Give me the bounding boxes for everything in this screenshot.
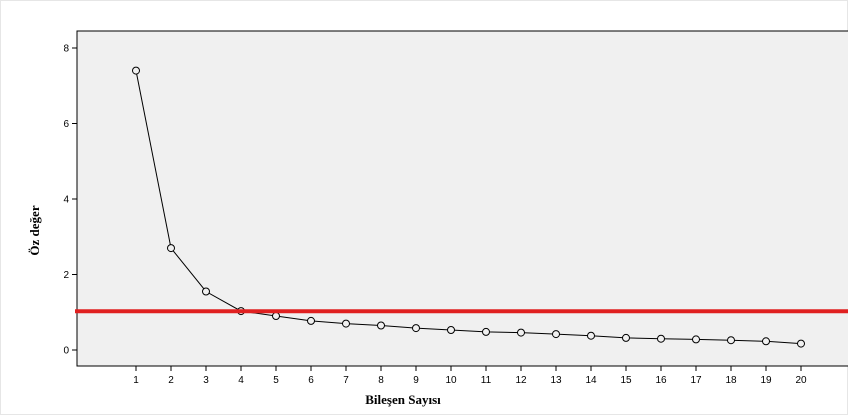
data-point xyxy=(272,312,280,320)
data-point xyxy=(412,324,420,333)
data-point xyxy=(622,333,630,342)
x-tick-label: 15 xyxy=(620,375,632,386)
y-tick-label: 2 xyxy=(63,270,69,281)
data-points xyxy=(132,66,805,348)
y-tick-label: 6 xyxy=(63,119,69,130)
x-tick-label: 14 xyxy=(585,375,597,386)
x-tick-label: 6 xyxy=(308,375,314,386)
x-tick-label: 12 xyxy=(515,375,527,386)
data-point xyxy=(167,244,175,253)
x-tick-label: 19 xyxy=(760,375,772,386)
x-tick-label: 16 xyxy=(655,375,667,386)
data-point xyxy=(517,328,525,337)
data-point xyxy=(692,335,700,344)
data-point xyxy=(482,327,490,336)
y-axis: 0 2 4 6 8 xyxy=(63,44,77,357)
y-tick-label: 0 xyxy=(63,346,69,357)
data-point xyxy=(447,326,455,334)
x-tick-label: 17 xyxy=(690,375,702,386)
data-point xyxy=(132,66,140,75)
x-tick-label: 18 xyxy=(725,375,737,386)
x-tick-label: 3 xyxy=(203,375,209,386)
x-tick-label: 11 xyxy=(481,375,492,386)
data-point xyxy=(307,316,315,325)
y-tick-label: 8 xyxy=(63,44,69,55)
y-axis-label: Öz değer xyxy=(27,205,42,255)
data-point xyxy=(797,339,805,348)
data-point xyxy=(342,319,350,328)
data-point xyxy=(657,334,665,343)
x-tick-label: 9 xyxy=(413,375,419,386)
x-tick-label: 20 xyxy=(795,375,807,386)
x-tick-label: 8 xyxy=(378,375,384,386)
x-tick-label: 2 xyxy=(168,375,174,386)
data-point xyxy=(762,337,770,346)
y-tick-label: 4 xyxy=(63,195,69,206)
x-tick-label: 1 xyxy=(133,375,139,386)
x-axis: 1 2 3 4 5 6 7 8 9 10 11 12 13 14 15 16 17 18 19 20 xyxy=(133,366,807,386)
x-axis-label: Bileşen Sayısı xyxy=(365,392,441,407)
x-tick-label: 4 xyxy=(238,375,244,386)
x-tick-label: 10 xyxy=(445,375,457,386)
plot-area xyxy=(76,30,848,367)
data-point xyxy=(727,336,735,345)
data-point xyxy=(377,321,385,330)
data-point xyxy=(587,331,595,340)
data-point xyxy=(552,330,560,339)
x-tick-label: 13 xyxy=(550,375,562,386)
data-point xyxy=(202,287,210,296)
x-tick-label: 5 xyxy=(273,375,279,386)
x-tick-label: 7 xyxy=(343,375,349,386)
